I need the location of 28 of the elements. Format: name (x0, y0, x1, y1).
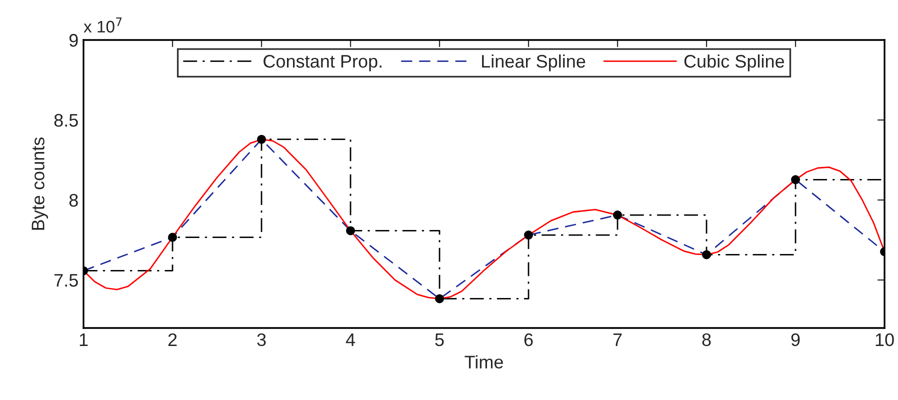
y-tick-label: 7.5 (54, 274, 78, 287)
legend-label: Cubic Spline (684, 54, 784, 72)
legend-label: Constant Prop. (264, 54, 382, 72)
y-tick-label: 8 (69, 194, 78, 207)
point (257, 134, 266, 144)
x-tick-label: 7 (613, 334, 622, 346)
x-tick-label: 6 (524, 333, 533, 346)
point (702, 250, 712, 260)
x-tick-label: 2 (168, 333, 177, 346)
x-tick-label: 1 (80, 334, 88, 346)
y-tick-label: 8.5 (54, 114, 78, 127)
text: x 10$^{7}$ (84, 18, 122, 33)
x-tick-label: 5 (435, 334, 444, 346)
point (613, 210, 622, 220)
legend-label: Linear Spline (482, 54, 586, 72)
x-tick-label: 8 (702, 333, 711, 346)
y-axis-title: Byte counts (32, 137, 48, 230)
point (346, 226, 356, 236)
x-tick-label: 3 (257, 333, 266, 346)
x-tick-label: 4 (346, 334, 356, 346)
y-tick-label: 9 (69, 34, 78, 47)
x-tick-label: 9 (791, 333, 800, 346)
x-axis-title: Time (464, 355, 503, 369)
x-tick-label: 10 (876, 333, 894, 346)
point (524, 230, 534, 240)
point (435, 294, 444, 304)
point (791, 175, 800, 184)
point (168, 232, 178, 242)
